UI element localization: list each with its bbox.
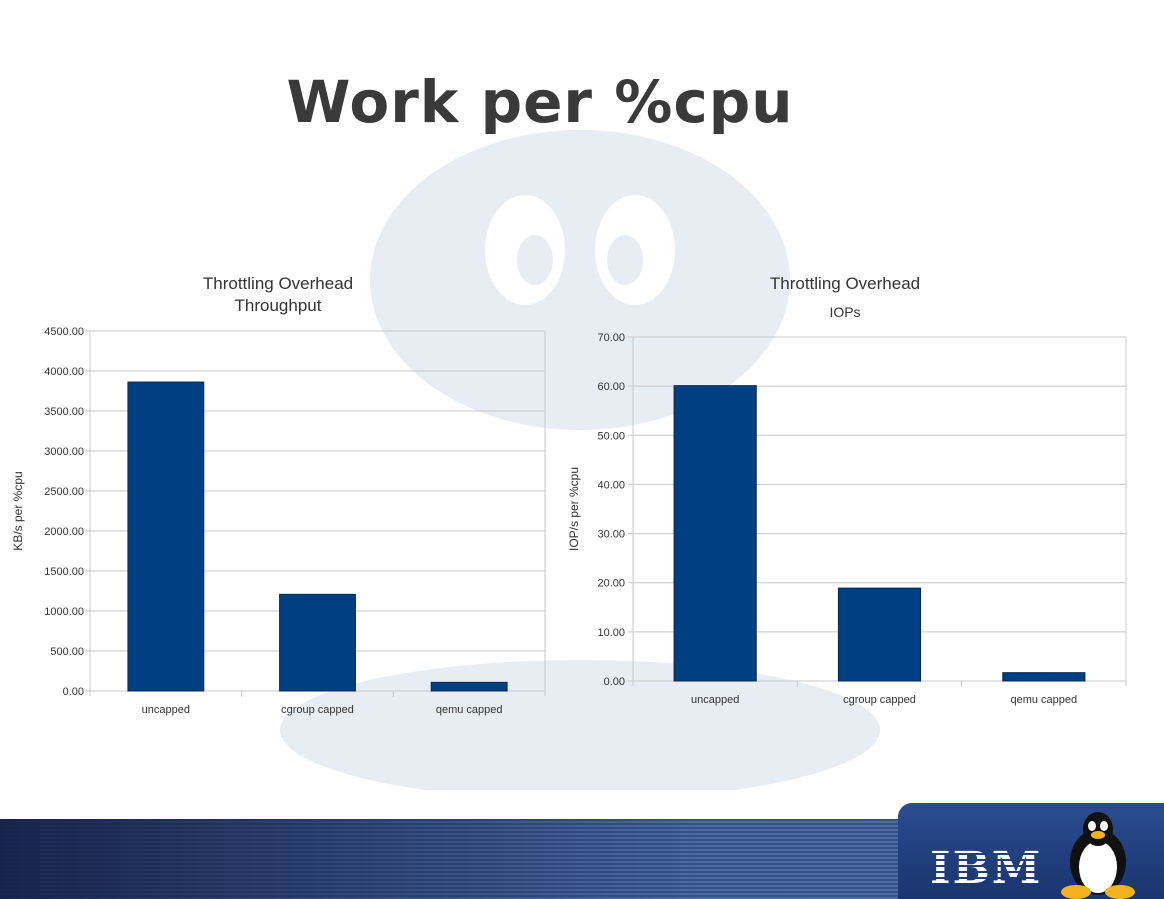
y-tick-label: 3500.00 (44, 406, 84, 418)
chart-throughput: Throttling Overhead Throughput 0.00 500.0… (0, 270, 560, 720)
chart-subtitle: Throughput (234, 296, 322, 315)
ibm-logo-box: IBM (898, 803, 1164, 899)
bar-qemu-capped (430, 681, 508, 692)
x-tick-label: qemu capped (436, 704, 503, 716)
y-tick-label: 50.00 (597, 430, 625, 442)
y-tick-label: 1500.00 (44, 566, 84, 578)
y-tick-label: 500.00 (50, 646, 84, 658)
tux-penguin-icon (1061, 812, 1135, 899)
y-tick-label: 1000.00 (44, 606, 84, 618)
y-axis-label: IOP/s per %cpu (567, 467, 581, 551)
chart-iops: Throttling Overhead IOPs 0.00 10.00 20.00 3… (560, 270, 1160, 720)
y-tick-label: 60.00 (597, 381, 625, 393)
y-tick-label: 3000.00 (44, 446, 84, 458)
y-tick-label: 10.00 (597, 627, 625, 639)
bar-cgroup-capped (279, 593, 356, 692)
bar-cgroup-capped (837, 587, 922, 682)
x-tick-label: cgroup capped (843, 694, 916, 706)
y-tick-label: 0.00 (604, 676, 625, 688)
chart-title: Throttling Overhead (769, 274, 921, 293)
y-tick-label: 20.00 (597, 578, 625, 590)
chart-plot: 0.00 10.00 20.00 30.00 40.00 50.00 60.00 70.00 u… (567, 332, 1127, 706)
chart-plot: 0.00 500.00 1000.00 1500.00 2000.00 2500.00 30… (11, 326, 546, 716)
y-tick-label: 2500.00 (44, 486, 84, 498)
x-tick-label: uncapped (142, 704, 190, 716)
y-tick-label: 4000.00 (44, 366, 84, 378)
y-tick-label: 4500.00 (44, 326, 84, 338)
bar-qemu-capped (1002, 672, 1086, 682)
x-tick-label: uncapped (691, 694, 739, 706)
chart-title: Throttling Overhead (202, 274, 354, 293)
y-tick-label: 30.00 (597, 529, 625, 541)
x-tick-label: qemu capped (1010, 694, 1077, 706)
y-tick-label: 70.00 (597, 332, 625, 344)
x-tick-label: cgroup capped (281, 704, 354, 716)
y-axis-label: KB/s per %cpu (11, 471, 25, 550)
y-tick-label: 40.00 (597, 479, 625, 491)
y-tick-label: 2000.00 (44, 526, 84, 538)
bar-uncapped (673, 385, 757, 682)
y-tick-label: 0.00 (63, 686, 84, 698)
penguin-watermark (280, 130, 880, 790)
slide-title: Work per %cpu (286, 68, 794, 136)
ibm-logo: IBM (930, 843, 1043, 894)
bar-uncapped (127, 381, 205, 692)
chart-subtitle: IOPs (829, 304, 861, 320)
